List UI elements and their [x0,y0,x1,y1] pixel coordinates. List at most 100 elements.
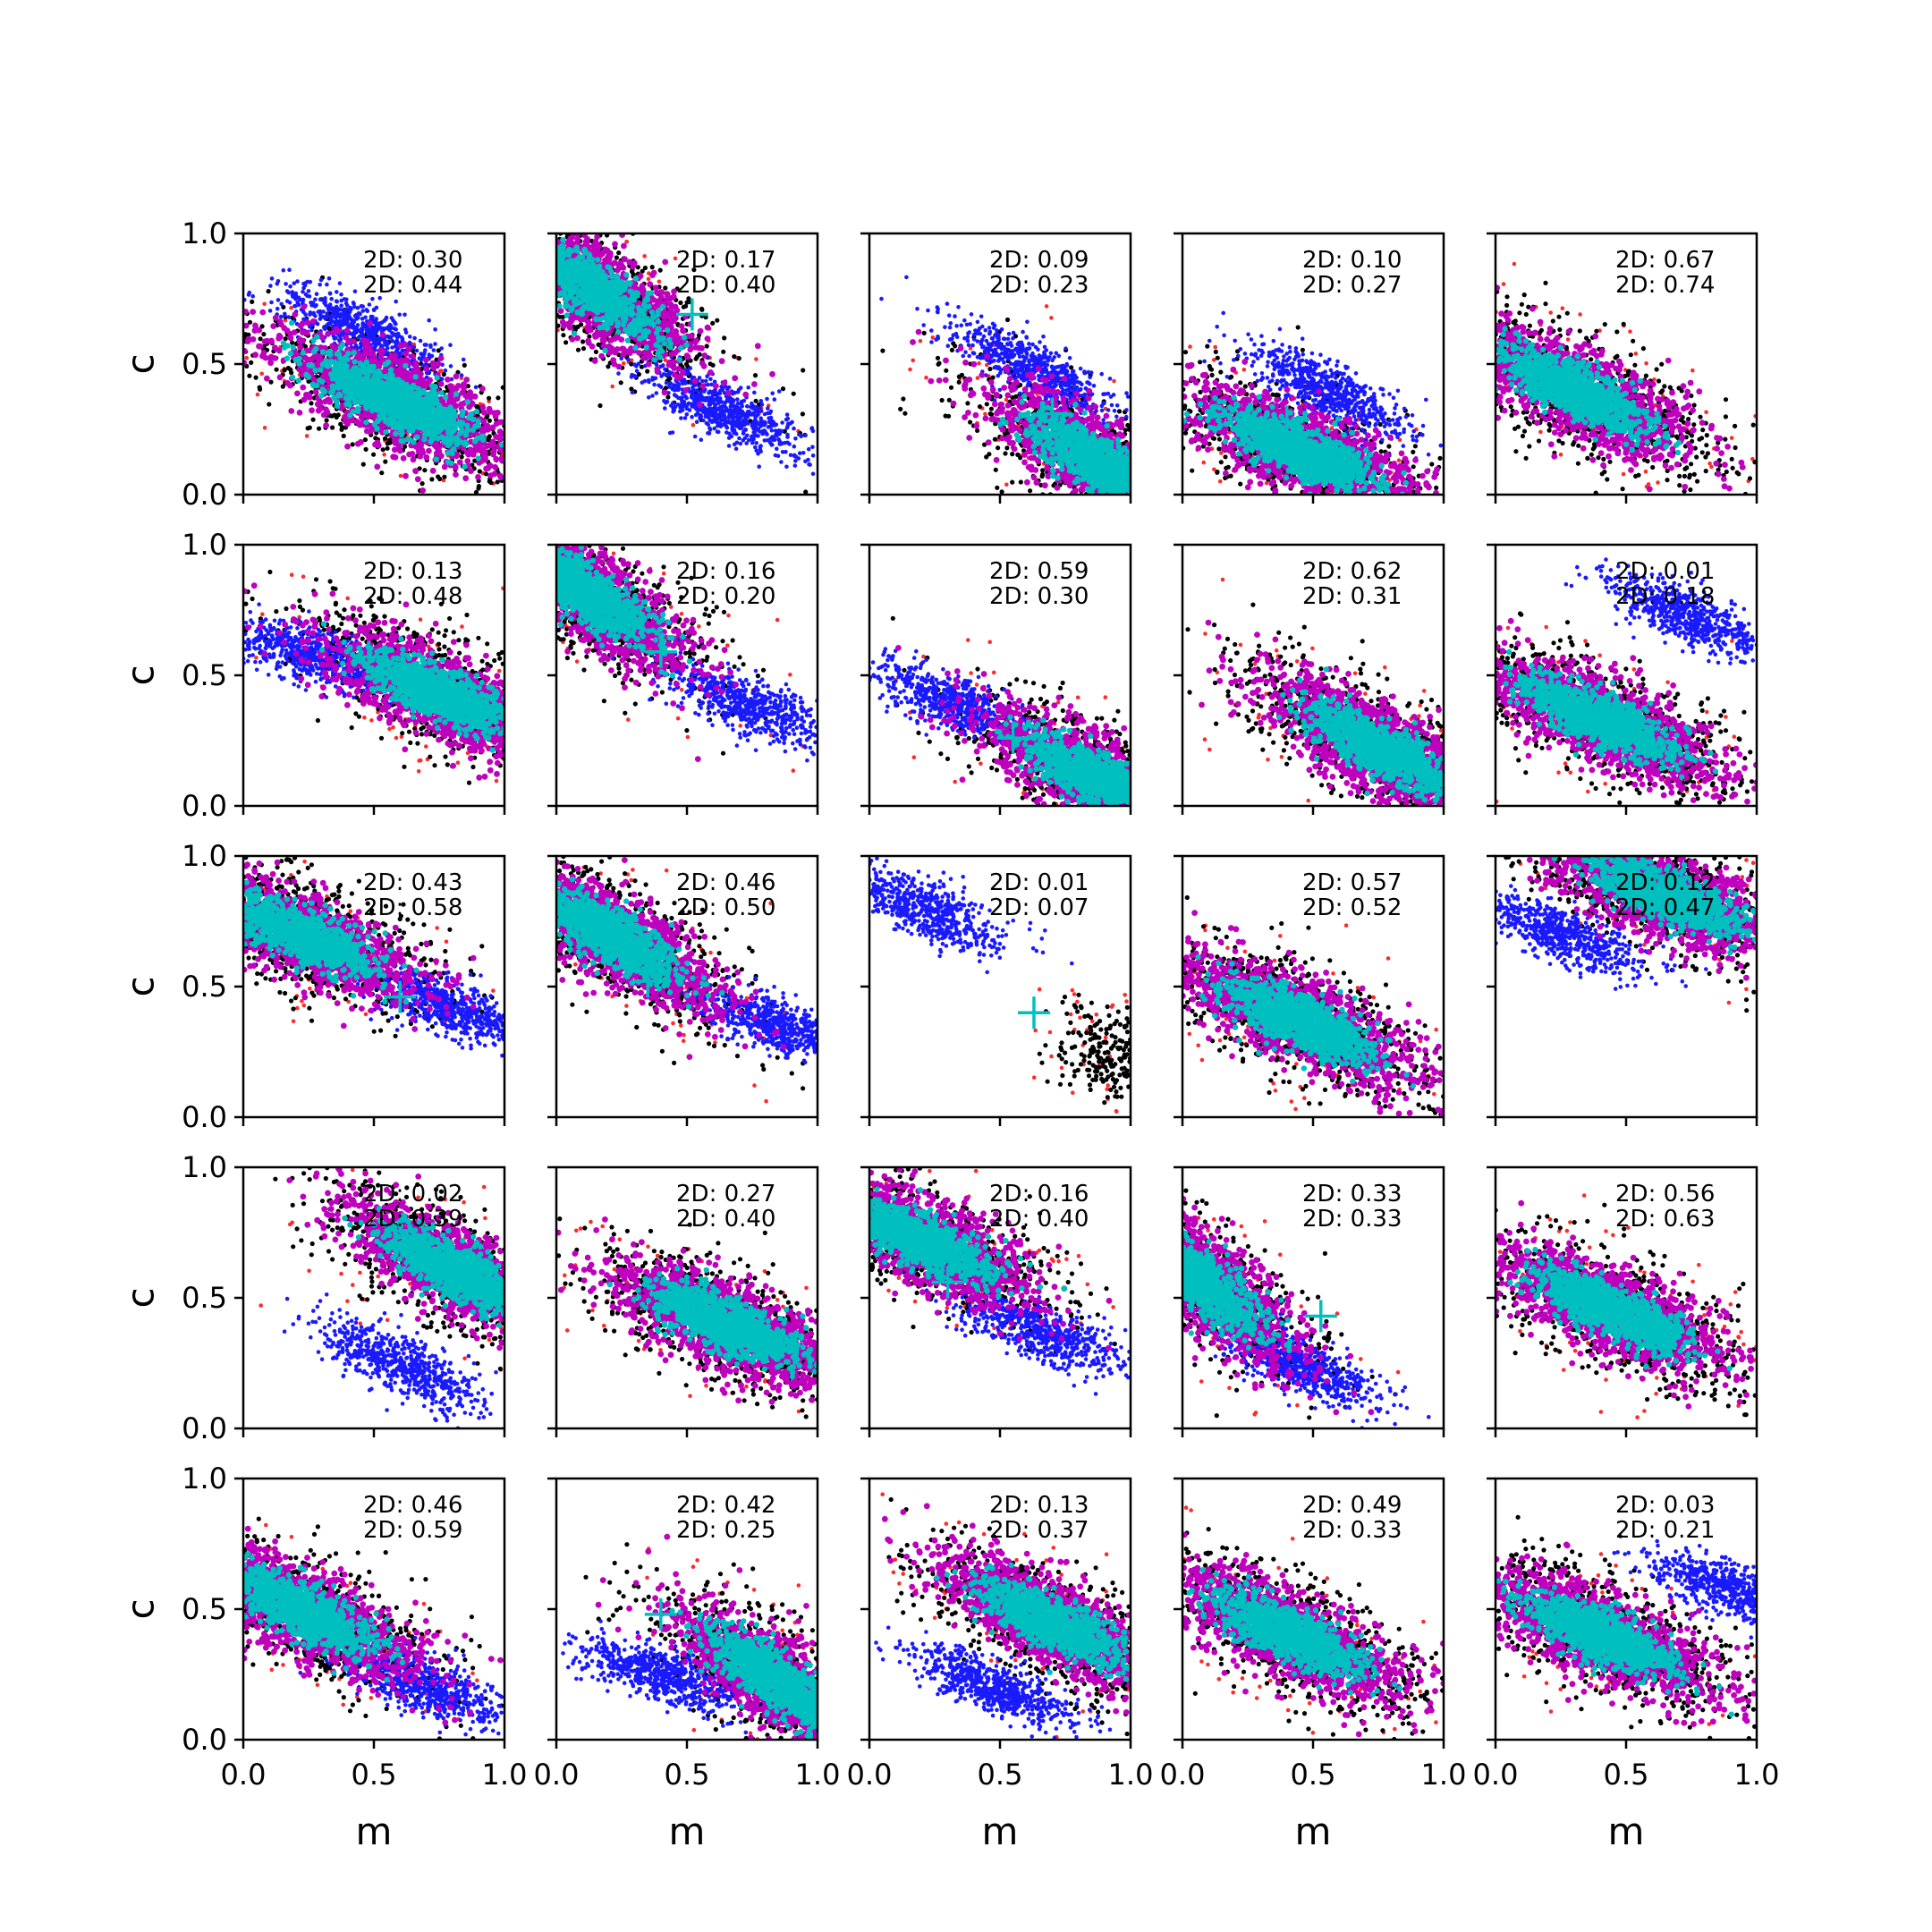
scatter-point [383,386,388,392]
scatter-point [430,468,436,474]
scatter-point [386,402,392,407]
scatter-point [610,385,614,389]
scatter-point [394,300,398,304]
scatter-point [360,385,366,390]
scatter-point [335,393,341,398]
scatter-point [643,266,648,270]
scatter-point [369,317,374,321]
scatter-point [435,436,440,441]
scatter-point [581,346,586,351]
scatter-point [576,325,580,329]
scatter-point [376,406,381,411]
scatter-point [326,307,331,311]
scatter-point [276,298,281,302]
scatter-point [360,309,365,313]
scatter-point [362,393,368,398]
scatter-point [448,343,453,347]
scatter-point [402,363,408,369]
scatter-point [424,343,428,347]
scatter-point [372,335,377,340]
scatter-point [410,428,415,433]
scatter-point [270,276,275,281]
scatter-point [313,304,318,309]
scatter-point [311,418,316,422]
scatter-point [493,413,499,419]
scatter-point [344,363,350,369]
scatter-point [296,367,302,373]
scatter-point [318,393,324,398]
scatter-point [447,404,453,410]
scatter-point [279,315,284,319]
scatter-point [438,427,444,432]
scatter-point [474,409,479,414]
scatter-point [297,344,303,351]
scatter-point [432,348,436,352]
scatter-point [386,446,390,451]
scatter-point [488,480,493,485]
scatter-point [382,453,386,457]
scatter-point [301,290,305,294]
scatter-point [406,452,412,458]
scatter-point [309,328,314,333]
scatter-point [423,454,429,461]
scatter-point [429,436,435,442]
scatter-point [383,436,387,441]
scatter-point [381,447,386,452]
scatter-point [439,346,444,351]
scatter-point [449,436,454,441]
scatter-point [252,352,258,358]
scatter-point [323,327,327,332]
scatter-point [801,451,806,455]
scatter-point [468,446,474,453]
scatter-point [305,280,309,284]
scatter-point [470,428,476,433]
scatter-point [399,403,404,409]
scatter-point [420,481,425,486]
scatter-point [487,472,494,479]
scatter-point [436,444,443,450]
scatter-point [561,333,565,337]
scatter-point [445,377,451,383]
scatter-point [375,440,381,446]
scatter-point [254,376,258,380]
scatter-point [340,343,345,348]
scatter-point [447,383,453,389]
scatter-point [295,279,300,284]
scatter-point [259,372,264,377]
scatter-point [429,477,434,481]
scatter-point [597,403,602,408]
scatter-point [292,311,299,318]
scatter-point [492,464,498,470]
scatter-point [792,392,796,396]
scatter-point [325,283,329,287]
scatter-point [393,378,398,384]
scatter-point [327,276,332,281]
scatter-point [448,461,453,466]
scatter-point [358,312,362,317]
scatter-point [383,429,388,435]
scatter-point [401,438,406,444]
scatter-point [770,428,775,433]
scatter-point [323,406,329,412]
scatter-point [307,289,311,293]
scatter-point [480,437,486,443]
scatter-point [297,410,303,416]
scatter-point [294,391,301,397]
scatter-point [245,356,250,360]
scatter-point [344,444,351,450]
scatter-point [318,297,323,301]
scatter-point [695,354,699,359]
scatter-point [328,322,333,326]
scatter-point [445,440,450,445]
scatter-point [753,373,758,377]
scatter-point [340,320,344,325]
scatter-point [386,360,391,365]
scatter-point [386,441,390,445]
scatter-point [310,382,316,387]
scatter-point [378,352,385,359]
scatter-point [752,391,757,395]
scatter-point [341,308,345,312]
scatter-point [335,308,340,312]
scatter-point [352,350,357,355]
scatter-point [465,399,470,404]
